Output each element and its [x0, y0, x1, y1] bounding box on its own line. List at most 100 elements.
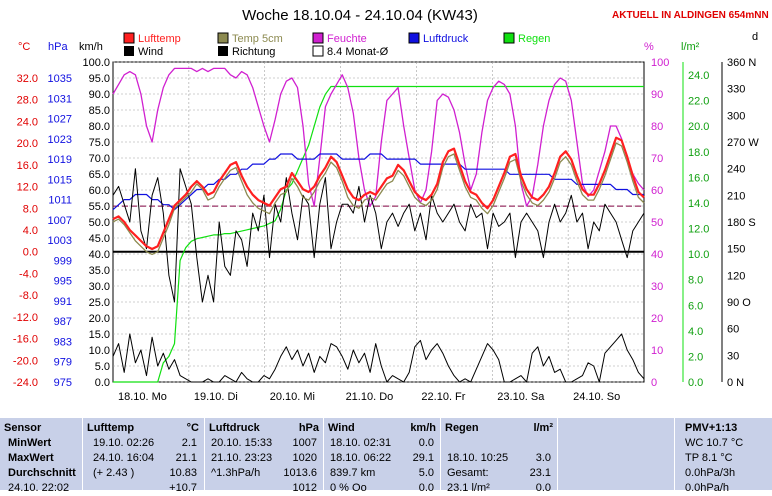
stats-regen-unit: l/m²	[533, 422, 553, 434]
x-axis-labels: 18.10. Mo 19.10. Di 20.10. Mi 21.10. Do 22.1…	[118, 391, 620, 403]
tick-label-wind: 15.0	[89, 329, 110, 341]
tick-label-dir: 270 W	[727, 137, 759, 149]
tick-label-rain: 22.0	[688, 96, 709, 108]
tick-label-hum: 0	[651, 377, 657, 389]
stats-panel: Sensor MinWert MaxWert Durchschnitt 24.1…	[0, 418, 772, 494]
tick-label-temp: -20.0	[13, 355, 38, 367]
tick-label-press: 1019	[48, 154, 72, 166]
tick-label-temp: -12.0	[13, 312, 38, 324]
tick-label-dir: 210	[727, 190, 745, 202]
legend-swatch-temp5cm	[217, 32, 229, 44]
stats-cell-value: 1012	[292, 482, 317, 494]
stats-cell-date: 839.7 km	[330, 467, 376, 479]
stats-cell-value: 0.0	[535, 482, 551, 494]
legend-label-richtung: Richtung	[232, 46, 275, 58]
series-luftdruck	[112, 153, 644, 211]
tick-label-wind: 20.0	[89, 313, 110, 325]
tick-label-press: 999	[54, 255, 72, 267]
series-feuchte	[112, 67, 645, 207]
tick-label-temp: 16.0	[17, 160, 38, 172]
stats-cell-date: (+ 2.43 )	[93, 467, 135, 479]
x-tick-label: 24.10. So	[573, 391, 620, 403]
stats-cell-date: 24.10. 16:04	[93, 452, 155, 464]
tick-label-hum: 70	[651, 153, 663, 165]
unit-press: hPa	[48, 41, 68, 53]
stats-cell-value: 1020	[292, 452, 317, 464]
series-regen	[113, 85, 644, 383]
tick-label-temp: 32.0	[17, 73, 38, 85]
legend-swatch-richtung	[218, 46, 228, 56]
tick-label-temp: 0.0	[23, 247, 38, 259]
stats-cell-value: 0.0	[418, 437, 434, 449]
legend-swatch-lufttemp	[123, 32, 135, 44]
legend-swatch-wind	[124, 46, 134, 56]
tick-label-wind: 0.0	[95, 377, 110, 389]
stats-cell-value: 5.0	[418, 467, 434, 479]
stats-lufttemp-unit: °C	[186, 422, 199, 434]
tick-label-press: 1023	[48, 134, 72, 146]
stats-regen-column: Regen l/m² 18.10. 10:25 3.0 Gesamt: 23.1 2…	[441, 418, 557, 494]
tick-label-press: 975	[54, 377, 72, 389]
legend-label-temp5cm: Temp 5cm	[232, 33, 283, 45]
stats-regen-title: Regen	[445, 422, 479, 434]
legend-label-regen: Regen	[518, 33, 550, 45]
tick-label-rain: 24.0	[688, 70, 709, 82]
x-tick-label: 19.10. Di	[194, 391, 238, 403]
x-tick-label: 21.10. Do	[346, 391, 394, 403]
stats-cell-value: 10.83	[169, 467, 197, 479]
tick-label-wind: 95.0	[89, 73, 110, 85]
stats-row-label: Durchschnitt	[8, 467, 76, 479]
tick-label-hum: 20	[651, 313, 663, 325]
tick-label-dir: 60	[727, 324, 739, 336]
tick-label-rain: 16.0	[688, 172, 709, 184]
tick-label-wind: 75.0	[89, 137, 110, 149]
legend-label-wind: Wind	[138, 46, 163, 58]
tick-label-wind: 40.0	[89, 249, 110, 261]
series-temp5cm	[112, 142, 645, 256]
tick-label-temp: 8.0	[23, 203, 38, 215]
stats-cell-value: 29.1	[412, 452, 434, 464]
tick-label-wind: 25.0	[89, 297, 110, 309]
tick-label-dir: 30	[727, 350, 739, 362]
stats-cell-date: 23.1 l/m²	[447, 482, 490, 494]
legend-label-luftdruck: Luftdruck	[423, 33, 469, 45]
stats-cell-date: 20.10. 15:33	[211, 437, 273, 449]
chart-title: Woche 18.10.04 - 24.10.04 (KW43)	[242, 7, 478, 24]
x-tick-label: 23.10. Sa	[497, 391, 545, 403]
tick-label-press: 1027	[48, 114, 72, 126]
tick-label-dir: 360 N	[727, 57, 756, 69]
tick-label-press: 1011	[48, 195, 72, 207]
tick-label-rain: 18.0	[688, 147, 709, 159]
stats-row-label: 24.10. 22:02	[8, 482, 70, 494]
tick-label-hum: 90	[651, 89, 663, 101]
tick-label-temp: -16.0	[13, 334, 38, 346]
stats-cell-date: 21.10. 23:23	[211, 452, 273, 464]
unit-hum: %	[644, 41, 654, 53]
stats-wind-unit: km/h	[410, 422, 436, 434]
tick-label-dir: 150	[727, 244, 745, 256]
tick-label-temp: 12.0	[17, 182, 38, 194]
stats-cell-date: ^1.3hPa/h	[211, 467, 261, 479]
stats-luftdruck-title: Luftdruck	[209, 422, 260, 434]
stats-cell-value: 23.1	[529, 467, 551, 479]
stats-luftdruck-unit: hPa	[298, 422, 319, 434]
tick-label-press: 995	[54, 276, 72, 288]
stats-row-label: MaxWert	[8, 452, 54, 464]
tick-label-dir: 180 S	[727, 217, 756, 229]
stats-cell-date: 18.10. 06:22	[330, 452, 392, 464]
stats-cell-date: 0 % Oo	[330, 482, 367, 494]
tick-label-hum: 40	[651, 249, 663, 261]
series-richtung	[112, 168, 645, 303]
tick-label-temp: 24.0	[17, 116, 38, 128]
stats-cell-date: Gesamt:	[447, 467, 489, 479]
stats-cell-date: 18.10. 02:31	[330, 437, 392, 449]
legend-label-monat: 8.4 Monat-Ø	[327, 46, 389, 58]
tick-label-temp: -24.0	[13, 377, 38, 389]
tick-label-press: 1035	[48, 73, 72, 85]
tick-label-rain: 12.0	[688, 224, 709, 236]
unit-rain: l/m²	[681, 41, 700, 53]
tick-label-hum: 80	[651, 121, 663, 133]
unit-temp: °C	[18, 41, 30, 53]
tick-label-dir: 120	[727, 270, 745, 282]
tick-label-temp: 4.0	[23, 225, 38, 237]
